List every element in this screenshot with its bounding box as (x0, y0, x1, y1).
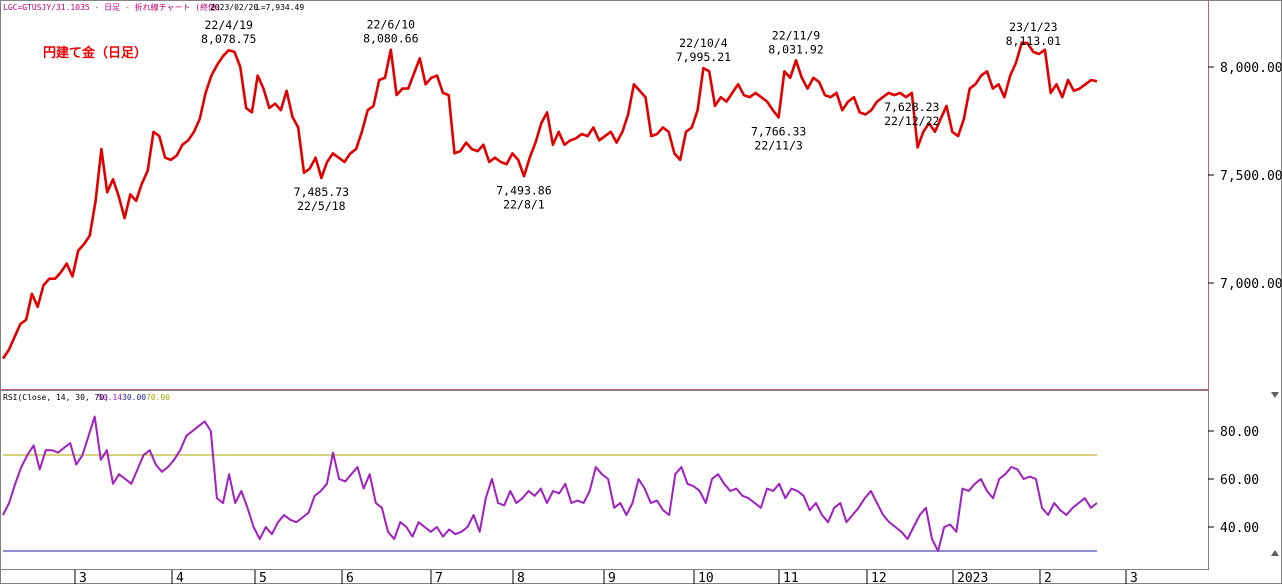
date-label: 2023/02/20 (210, 3, 258, 12)
last-price-label: L=7,934.49 (256, 3, 304, 12)
x-axis-label: 12 (871, 571, 887, 584)
price-series-line (1, 41, 1098, 360)
annotation-label: 8,078.75 (201, 32, 256, 46)
annotation-label: 7,995.21 (676, 50, 731, 64)
rsi-value: 50.14 (98, 393, 122, 402)
rsi-y-tick-label: 60.00 (1220, 473, 1259, 488)
x-axis-label: 8 (517, 571, 525, 584)
annotation-label: 22/11/3 (754, 139, 803, 153)
annotation-label: 8,080.66 (363, 32, 418, 46)
x-axis-label: 7 (435, 571, 443, 584)
price-y-tick-label: 8,000.00 (1220, 61, 1282, 76)
scroll-down-icon[interactable] (1271, 550, 1279, 556)
annotation-label: 7,493.86 (496, 183, 551, 197)
annotation-label: 8,113.01 (1006, 34, 1061, 48)
price-y-tick-label: 7,500.00 (1220, 169, 1282, 184)
rsi-low: 30.00 (122, 393, 146, 402)
rsi-series-line (2, 415, 1098, 552)
x-axis-label: 11 (783, 571, 799, 584)
annotation-label: 22/10/4 (679, 36, 728, 50)
x-axis-label: 3 (79, 571, 87, 584)
annotation-label: 22/11/9 (772, 28, 821, 42)
annotation-label: 22/12/22 (884, 114, 939, 128)
annotation-label: 22/4/19 (205, 18, 254, 32)
annotation-label: 22/6/10 (367, 18, 416, 32)
price-y-tick-label: 7,000.00 (1220, 277, 1282, 292)
annotation-label: 8,031.92 (768, 42, 823, 56)
rsi-label: RSI(Close, 14, 30, 70) (3, 393, 109, 402)
x-axis-label: 4 (176, 571, 184, 584)
annotation-label: 7,485.73 (294, 185, 349, 199)
annotation-label: 23/1/23 (1009, 20, 1058, 34)
x-axis-label: 6 (346, 571, 354, 584)
rsi-y-tick-label: 80.00 (1220, 425, 1259, 440)
annotation-label: 7,766.33 (751, 125, 806, 139)
annotation-label: 22/5/18 (297, 199, 346, 213)
x-axis-label: 2023 (957, 571, 988, 584)
x-axis-label: 10 (698, 571, 714, 584)
annotation-label: 22/8/1 (503, 197, 545, 211)
rsi-y-tick-label: 40.00 (1220, 521, 1259, 536)
symbol-label: LGC=GTUSJY/31.1035 - 日足 - 折れ線チャート (終値) (3, 2, 221, 12)
rsi-high: 70.00 (146, 393, 170, 402)
x-axis-label: 2 (1044, 571, 1052, 584)
x-axis-label: 5 (259, 571, 267, 584)
scroll-up-icon[interactable] (1271, 392, 1279, 398)
annotation-label: 7,628.23 (884, 100, 939, 114)
x-axis-label: 9 (608, 571, 616, 584)
chart-title: 円建て金（日足） (43, 45, 147, 61)
x-axis-label: 3 (1130, 571, 1138, 584)
